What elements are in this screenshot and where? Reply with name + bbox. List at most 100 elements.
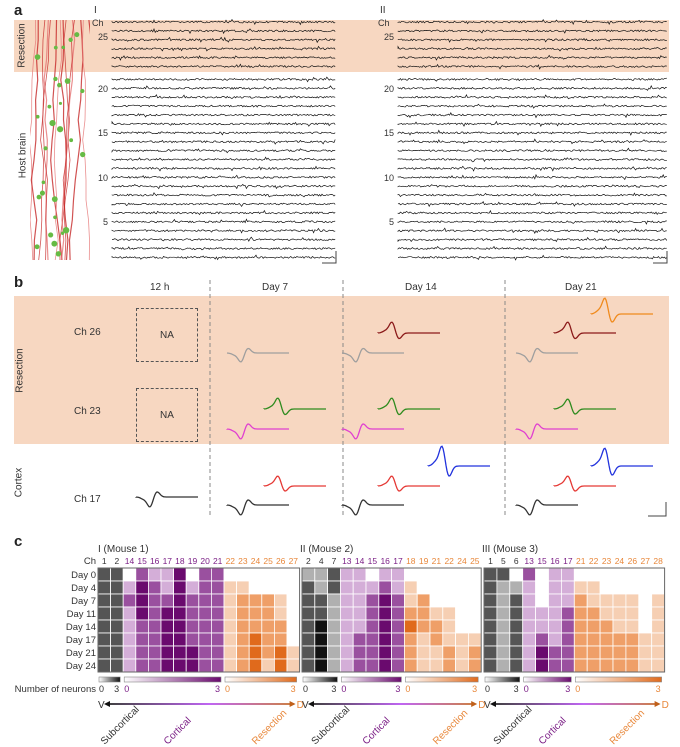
heatmap-cell — [548, 567, 562, 582]
heatmap-row-label: Day 7 — [71, 596, 96, 607]
heatmap-cell — [301, 645, 316, 660]
heatmap-cell — [522, 658, 537, 673]
heatmap-cell — [327, 606, 341, 621]
heatmap-cell — [612, 593, 627, 608]
channel-trace — [397, 254, 667, 261]
neuron-soma — [47, 104, 52, 109]
heatmap-cell — [651, 645, 666, 660]
heatmap-cell — [210, 632, 225, 647]
heatmap-cell — [535, 658, 549, 673]
colorbar-min: 0 — [341, 684, 346, 694]
heatmap-cell — [599, 593, 614, 608]
heatmap-cell — [561, 580, 575, 595]
heatmap-col-label: 2 — [306, 556, 311, 566]
heatmap-cell — [327, 580, 341, 595]
heatmap-cell — [236, 567, 250, 582]
heatmap-col-label: 27 — [289, 556, 299, 566]
heatmap-cell — [339, 593, 354, 608]
heatmap-cell — [210, 645, 225, 660]
channel-tick: 20 — [98, 84, 108, 94]
heatmap-cell — [339, 567, 354, 582]
arrow-right-icon — [289, 701, 296, 707]
channel-trace — [397, 77, 667, 82]
row-ch23: Ch 23 — [74, 406, 101, 417]
heatmap-cell — [160, 658, 175, 673]
heatmap-cell — [198, 632, 212, 647]
neuron-soma — [36, 194, 42, 200]
heatmap-cell — [273, 580, 288, 595]
waveform-ch23-day21-b — [515, 423, 578, 440]
channel-trace — [397, 157, 667, 163]
heatmap-cell — [442, 645, 456, 660]
heatmap-cell — [378, 580, 392, 595]
heatmap-cell — [314, 632, 328, 647]
heatmap-cell — [160, 593, 175, 608]
neuron-soma — [53, 76, 58, 82]
heatmap-cell — [599, 658, 614, 673]
heatmap-cell — [122, 645, 137, 660]
heatmap-cell — [573, 658, 588, 673]
channel-tick: 10 — [98, 173, 108, 183]
neuron-fiber — [60, 20, 69, 260]
heatmap-cell — [301, 567, 316, 582]
heatmap-cell — [198, 593, 212, 608]
heatmap-cell — [223, 645, 238, 660]
neuron-fiber — [53, 20, 62, 260]
heatmap-col-label: 21 — [213, 556, 223, 566]
heatmap-col-label: 17 — [163, 556, 173, 566]
heatmap-cell — [586, 567, 601, 582]
channel-trace — [111, 192, 336, 198]
neuron-soma — [53, 45, 58, 50]
heatmap-cell — [135, 619, 149, 634]
heatmap-cell — [467, 632, 482, 647]
heatmap-cell — [442, 567, 456, 582]
heatmap-cell — [352, 645, 367, 660]
heatmap-cell — [248, 658, 263, 673]
heatmap-col-label: 15 — [368, 556, 378, 566]
colorbar — [574, 676, 662, 683]
heatmap-cell — [273, 619, 288, 634]
heatmap-col-label: 22 — [226, 556, 236, 566]
heatmap-cell — [314, 619, 328, 634]
heatmap-cell — [391, 606, 405, 621]
channel-trace — [111, 104, 336, 108]
heatmap-cell — [365, 580, 380, 595]
heatmap-cell — [122, 567, 137, 582]
heatmap-cell — [339, 606, 354, 621]
neuron-soma — [69, 138, 74, 143]
neuron-soma — [34, 54, 41, 60]
region-label: Resection — [431, 708, 470, 747]
panel-b-letter: b — [14, 274, 24, 291]
channel-trace — [397, 245, 667, 250]
heatmap-cell — [160, 580, 175, 595]
heatmap-cell — [122, 606, 137, 621]
heatmap-cell — [236, 632, 250, 647]
heatmap-cell — [378, 593, 392, 608]
channel-trace — [397, 45, 667, 52]
heatmap-cell — [378, 619, 392, 634]
v-d-axis — [108, 703, 292, 705]
heatmap-cell — [301, 580, 316, 595]
heatmap-cell — [339, 645, 354, 660]
heatmap-cell — [147, 593, 162, 608]
heatmap-cell — [248, 645, 263, 660]
heatmap-col-label: 17 — [393, 556, 403, 566]
channel-trace — [111, 227, 336, 234]
heatmap-col-label: 16 — [550, 556, 560, 566]
heatmap-cell — [612, 567, 627, 582]
heatmap-cell — [110, 593, 124, 608]
scale-bar — [653, 251, 668, 264]
heatmap-cell — [599, 580, 614, 595]
channel-trace — [111, 165, 336, 172]
heatmap-cell — [236, 606, 250, 621]
heatmap-cell — [429, 645, 444, 660]
heatmap-cell — [442, 606, 456, 621]
heatmap-cell — [97, 567, 112, 582]
neuron-illustration — [30, 20, 90, 260]
colorbar-max: 3 — [331, 684, 336, 694]
heatmap-cell — [455, 658, 469, 673]
colorbar-min: 0 — [225, 684, 230, 694]
heatmap-cell — [273, 593, 288, 608]
heatmap-cell — [365, 593, 380, 608]
neuron-soma — [35, 114, 40, 119]
